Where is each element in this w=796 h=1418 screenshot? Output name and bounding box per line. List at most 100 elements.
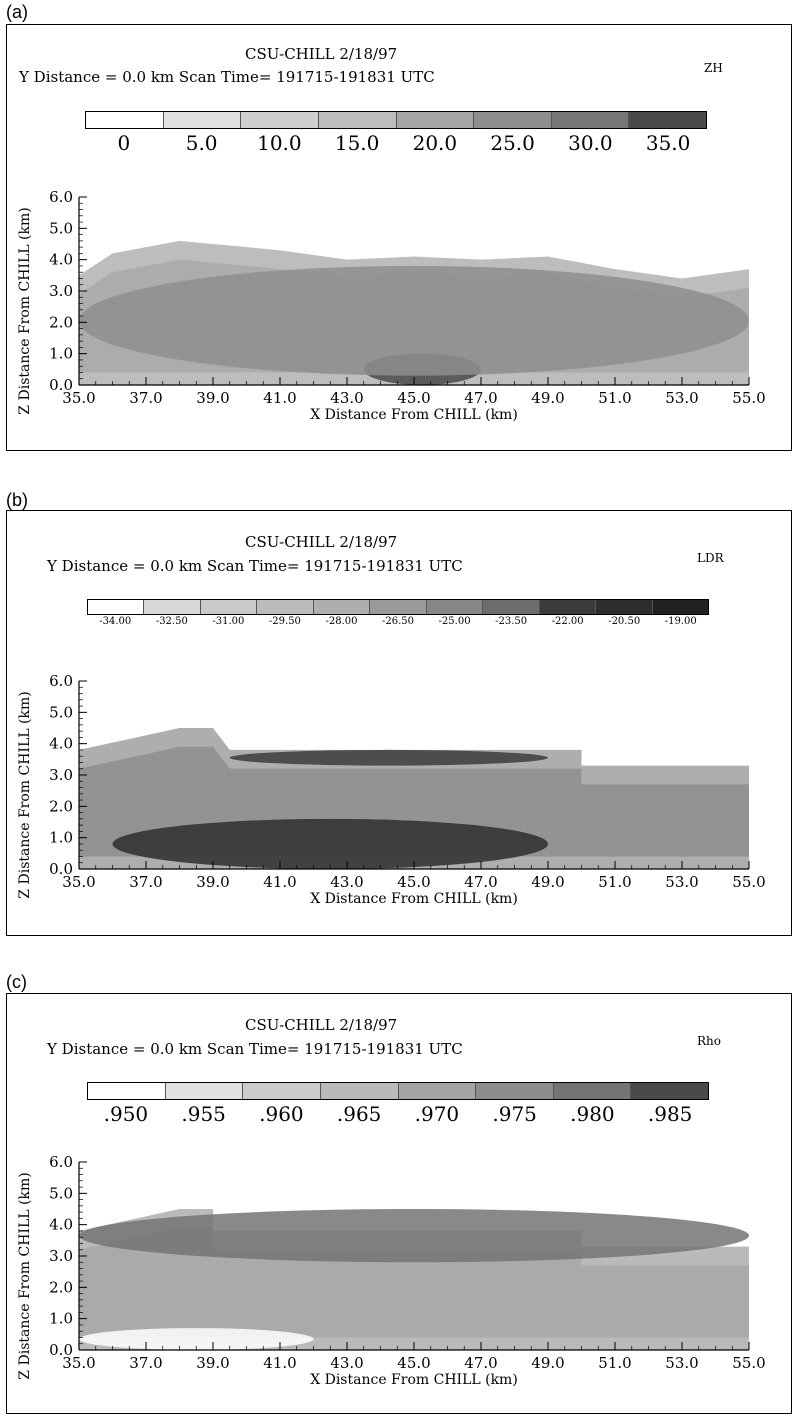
y-tick-label: 4.0 [49,735,73,753]
panel-b-title: CSU-CHILL 2/18/97 [245,533,398,551]
colorbar-label: 15.0 [334,131,380,155]
colorbar-swatch [553,1083,632,1099]
x-tick-label: 55.0 [732,389,765,407]
x-tick-label: 35.0 [62,1354,95,1372]
panel-a-title: CSU-CHILL 2/18/97 [245,45,398,63]
x-tick-label: 47.0 [464,1354,497,1372]
colorbar-label: -29.50 [268,616,301,627]
panel-c-colorbar [87,1082,709,1100]
x-tick-label: 51.0 [598,873,631,891]
panel-b-colorbar [87,599,709,615]
panel-c-subtitle: Y Distance = 0.0 km Scan Time= 191715-19… [47,1040,463,1058]
colorbar-label: 0 [117,131,131,155]
colorbar-label: -20.50 [608,616,641,627]
y-tick-label: 6.0 [49,1153,73,1171]
colorbar-swatch [163,112,242,128]
panel-a-label: (a) [6,2,28,22]
colorbar-label: 25.0 [490,131,535,155]
colorbar-swatch [551,112,630,128]
colorbar-label: -28.00 [325,616,358,627]
x-tick-label: 49.0 [531,1354,564,1372]
panel-a-colorbar [85,111,707,129]
x-tick-label: 37.0 [129,1354,162,1372]
colorbar-swatch [88,600,145,614]
colorbar-label: .955 [181,1102,226,1126]
y-tick-label: 3.0 [49,766,73,784]
y-tick-label: 2.0 [49,1278,73,1296]
feature-upper-level-high-rho [79,1209,749,1263]
colorbar-label: .950 [103,1102,149,1126]
colorbar-label: -34.00 [99,616,132,627]
y-tick-label: 1.0 [49,1310,73,1328]
colorbar-swatch [88,1083,166,1099]
colorbar-swatch [652,600,708,614]
x-tick-label: 37.0 [129,389,162,407]
x-tick-label: 35.0 [62,873,95,891]
x-tick-label: 47.0 [464,873,497,891]
panel-c-variable: Rho [697,1034,721,1048]
panel-c-title: CSU-CHILL 2/18/97 [245,1016,398,1034]
y-tick-label: 3.0 [49,282,73,300]
colorbar-swatch [596,600,653,614]
x-tick-label: 41.0 [263,389,296,407]
colorbar-swatch [257,600,314,614]
colorbar-swatch [165,1083,244,1099]
y-tick-label: 4.0 [49,251,73,269]
panel-c-label: (c) [6,972,27,992]
y-axis-label: Z Distance From CHILL (km) [17,207,33,414]
colorbar-label: 30.0 [568,131,613,155]
x-axis-label: X Distance From CHILL (km) [310,407,518,423]
colorbar-swatch [243,1083,321,1099]
x-tick-label: 35.0 [62,389,95,407]
colorbar-label: .985 [647,1102,693,1126]
x-tick-label: 41.0 [263,873,296,891]
colorbar-label: .975 [492,1102,537,1126]
colorbar-label: .965 [336,1102,382,1126]
y-tick-label: 3.0 [49,1247,73,1265]
panel-c-colorbar-labels: .950 .955 .960 .965 .970 .975 .980 .985 [87,1102,709,1126]
colorbar-swatch [631,1083,708,1099]
x-tick-label: 39.0 [196,389,229,407]
panel-a: CSU-CHILL 2/18/97 Y Distance = 0.0 km Sc… [6,24,792,451]
colorbar-swatch [241,112,319,128]
x-tick-label: 47.0 [464,389,497,407]
y-tick-label: 6.0 [49,188,73,206]
colorbar-label: -22.00 [551,616,584,627]
colorbar-label: -25.00 [438,616,471,627]
y-tick-label: 1.0 [49,829,73,847]
x-tick-label: 45.0 [397,873,430,891]
x-tick-label: 55.0 [732,873,765,891]
y-tick-label: 1.0 [49,345,73,363]
colorbar-label: -19.00 [664,616,697,627]
panel-b-variable: LDR [697,551,724,565]
x-tick-label: 55.0 [732,1354,765,1372]
x-tick-label: 49.0 [531,389,564,407]
x-tick-label: 43.0 [330,1354,363,1372]
colorbar-label: 20.0 [412,131,458,155]
y-tick-label: 5.0 [49,219,73,237]
x-axis-label: X Distance From CHILL (km) [310,891,518,907]
x-tick-label: 41.0 [263,1354,296,1372]
colorbar-swatch [86,112,164,128]
panel-b-label: (b) [6,490,28,510]
x-tick-label: 39.0 [196,873,229,891]
y-tick-label: 2.0 [49,797,73,815]
panel-a-subtitle: Y Distance = 0.0 km Scan Time= 191715-19… [19,68,435,86]
colorbar-label: -32.50 [155,616,188,627]
panel-c: CSU-CHILL 2/18/97 Y Distance = 0.0 km Sc… [6,993,792,1414]
x-tick-label: 51.0 [598,389,631,407]
colorbar-swatch [483,600,540,614]
y-tick-label: 2.0 [49,313,73,331]
y-tick-label: 5.0 [49,1184,73,1202]
colorbar-label: -31.00 [212,616,245,627]
panel-a-variable: ZH [704,61,723,75]
colorbar-swatch [474,112,552,128]
panel-b-plot: 0.0 1.0 2.0 3.0 4.0 5.0 6.0 35.0 37.0 39.0 41.0 43.… [17,672,766,907]
colorbar-label: -26.50 [382,616,415,627]
feature-low-level-low-rho [79,1328,314,1350]
colorbar-swatch [476,1083,554,1099]
feature-main-echo [79,265,749,376]
colorbar-swatch [426,600,484,614]
y-axis-label: Z Distance From CHILL (km) [17,691,33,898]
colorbar-label: 35.0 [645,131,691,155]
